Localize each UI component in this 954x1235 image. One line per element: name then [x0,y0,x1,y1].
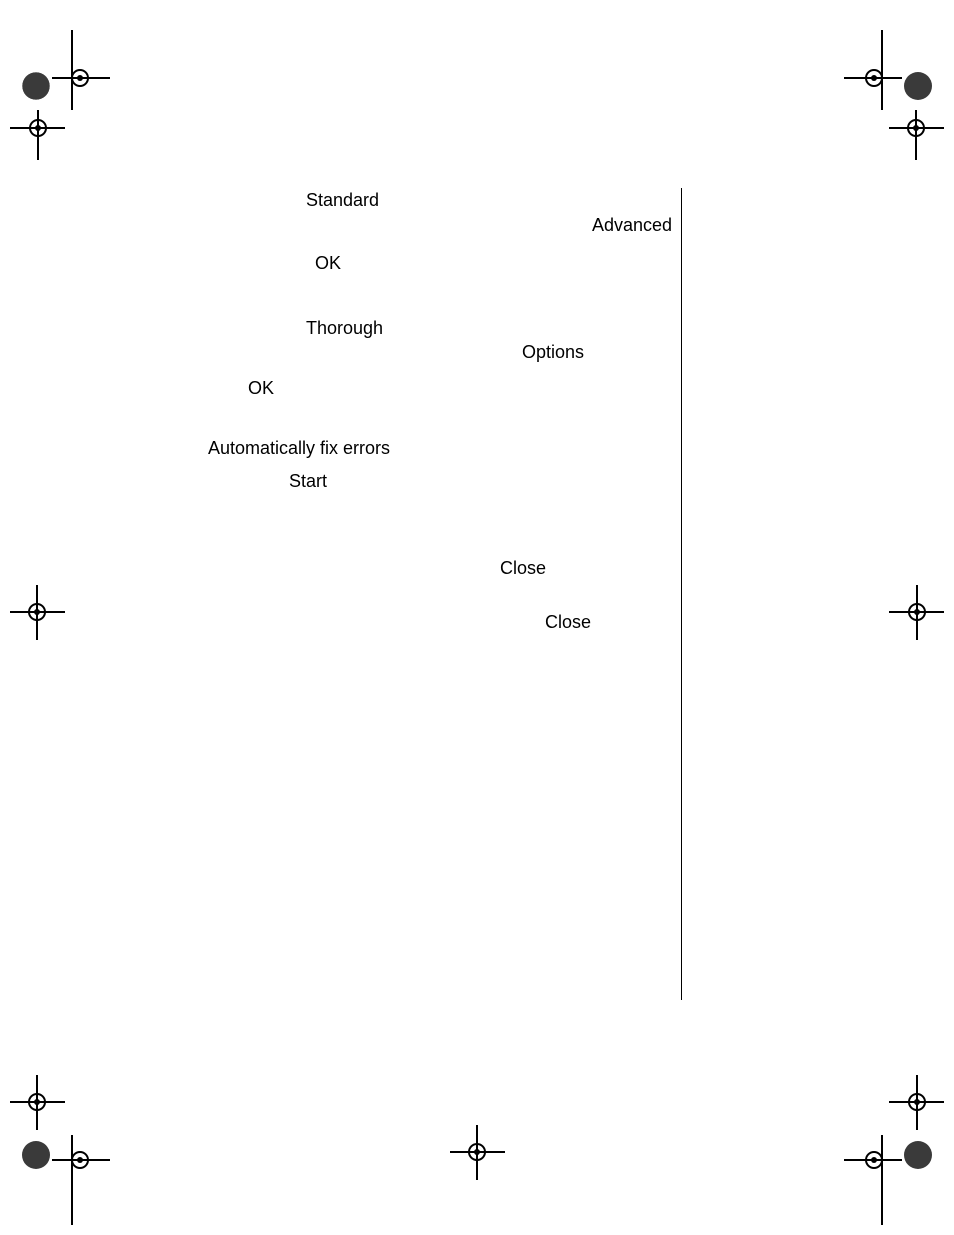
label-ok-1: OK [315,253,341,274]
crop-mark-bottom-center [450,1125,505,1185]
label-thorough: Thorough [306,318,383,339]
label-options: Options [522,342,584,363]
label-start: Start [289,471,327,492]
column-separator [681,188,682,1000]
crop-mark-bottom-left [10,1115,120,1235]
label-standard: Standard [306,190,379,211]
label-advanced: Advanced [592,215,672,236]
label-close-1: Close [500,558,546,579]
label-autofix: Automatically fix errors [208,438,390,459]
crop-mark-mid-right [884,585,944,645]
crop-mark-mid-left [10,585,70,645]
label-ok-2: OK [248,378,274,399]
crop-mark-bottom-right [834,1115,944,1235]
crop-mark-top-right [834,30,944,165]
crop-mark-top-left [10,30,120,165]
label-close-2: Close [545,612,591,633]
